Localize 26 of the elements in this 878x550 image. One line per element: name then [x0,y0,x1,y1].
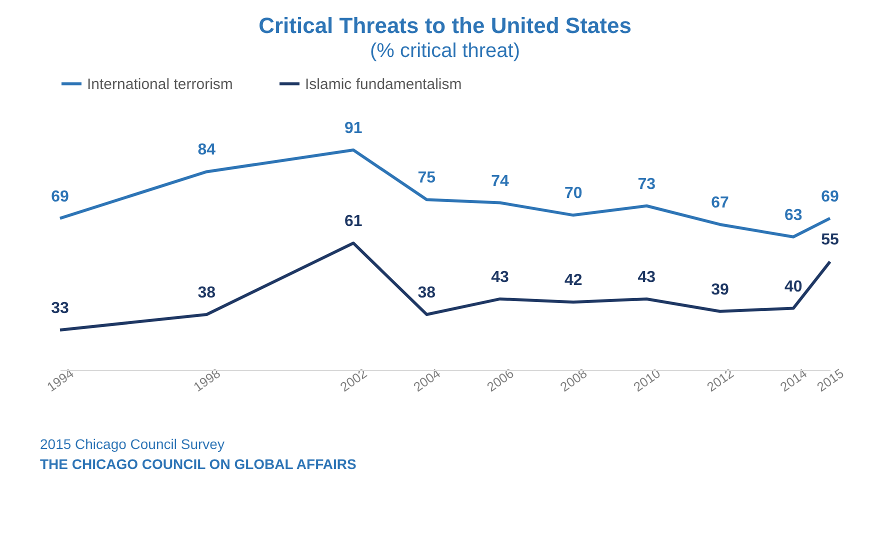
data-label: 75 [418,170,436,187]
data-label: 63 [784,206,802,224]
legend-label: International terrorism [87,76,233,93]
data-label: 55 [821,232,839,249]
data-label: 61 [344,213,362,230]
data-label: 91 [344,120,362,137]
data-label: 38 [198,284,216,302]
data-label: 84 [198,142,216,159]
data-label: 39 [711,281,729,298]
data-label: 33 [51,300,69,317]
data-label: 69 [821,188,839,206]
text: 2015 Chicago Council Survey [40,436,224,452]
chart-subtitle: (% critical threat) [370,40,520,62]
data-label: 43 [638,268,656,286]
data-label: 74 [491,172,509,190]
data-label: 67 [711,194,729,212]
data-label: 70 [564,185,582,202]
chart-title: Critical Threats to the United States [258,13,632,38]
data-label: 43 [491,268,509,286]
data-label: 38 [418,284,436,302]
text: THE CHICAGO COUNCIL ON GLOBAL AFFAIRS [40,456,356,472]
data-label: 69 [51,188,69,206]
data-label: 40 [784,278,802,296]
data-label: 73 [638,176,656,193]
data-label: 42 [564,272,582,290]
legend-label: Islamic fundamentalism [305,76,462,93]
